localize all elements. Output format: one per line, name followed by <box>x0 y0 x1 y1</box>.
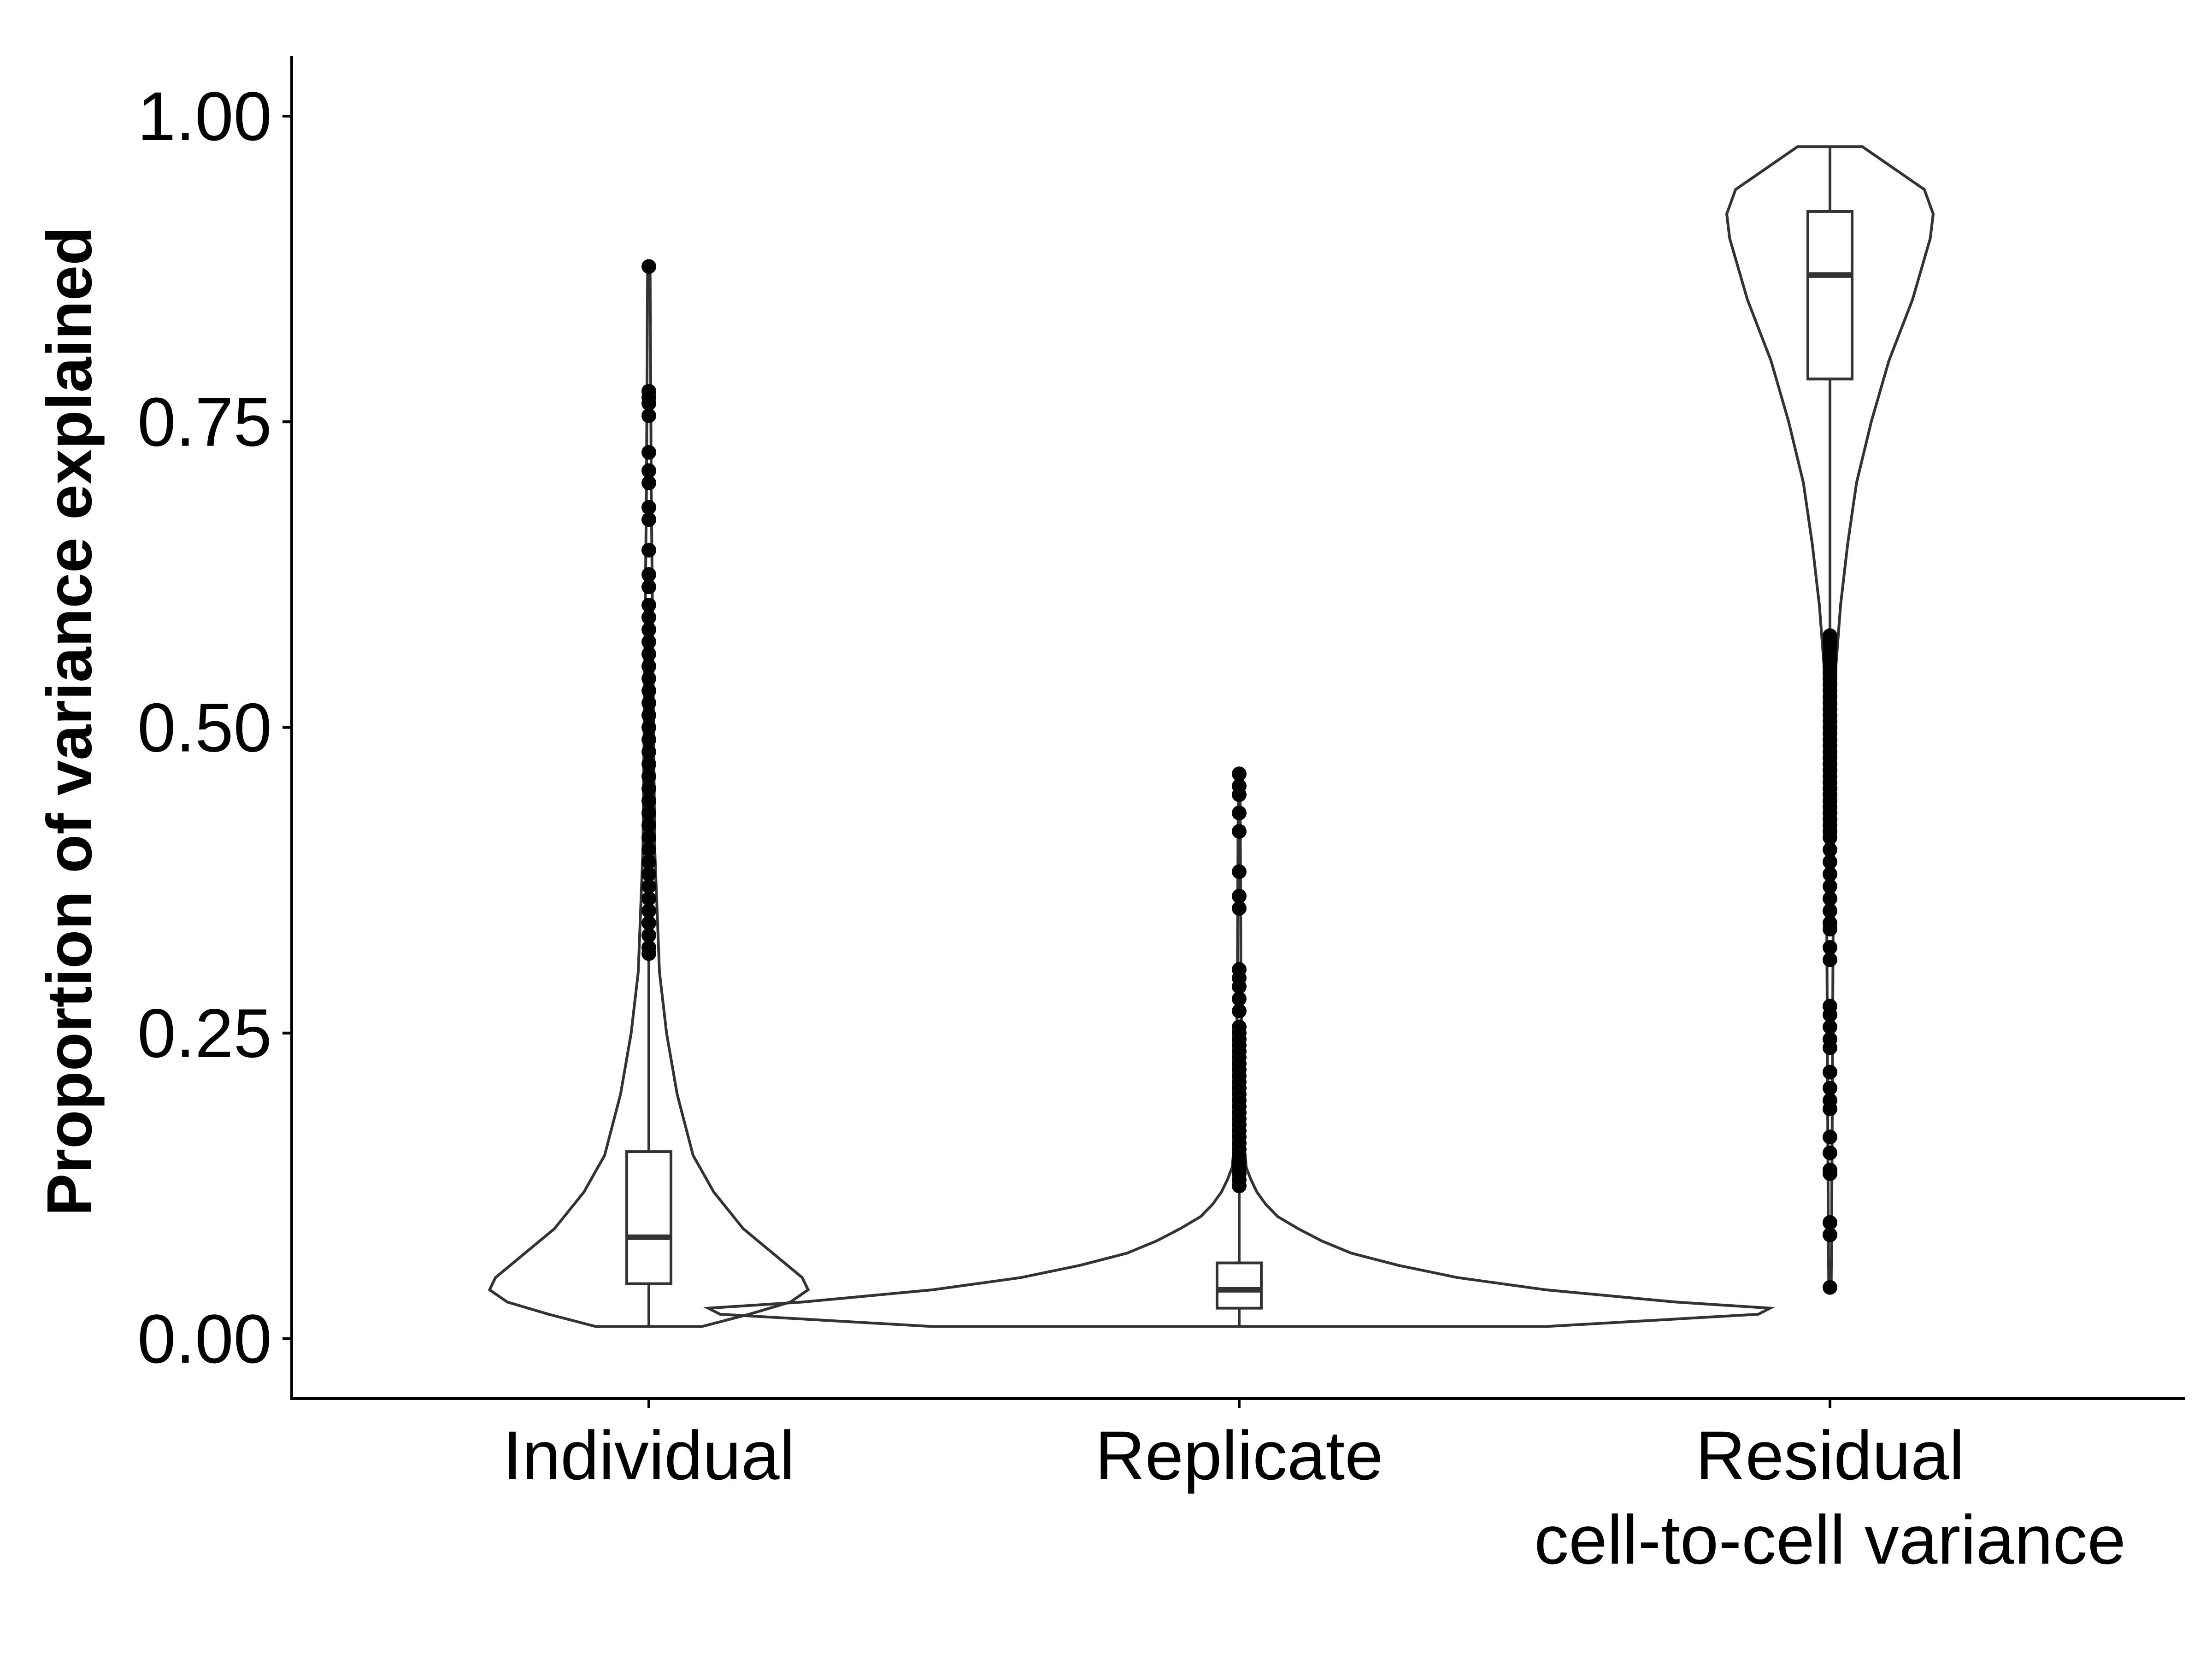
outlier-point <box>1823 1065 1837 1080</box>
outlier-point <box>641 500 656 515</box>
outlier-point <box>641 567 656 582</box>
outlier-point <box>1823 1166 1837 1181</box>
outlier-point <box>641 781 656 796</box>
box-iqr <box>625 1150 672 1285</box>
outlier-point <box>641 512 656 527</box>
outlier-point <box>1823 866 1837 882</box>
outlier-point <box>641 622 656 637</box>
outlier-point <box>1232 991 1247 1006</box>
outlier-point <box>1823 830 1837 845</box>
box-iqr <box>1216 1261 1263 1310</box>
x-tick-label: cell-to-cell variance <box>1534 1501 2126 1578</box>
outlier-point <box>1232 979 1247 994</box>
outlier-point <box>641 647 656 662</box>
x-tick-label: Replicate <box>1095 1417 1383 1494</box>
outlier-point <box>641 842 656 857</box>
outlier-point <box>1823 903 1837 918</box>
outlier-point <box>641 598 656 613</box>
outlier-point <box>1823 922 1837 937</box>
outlier-point <box>1823 940 1837 955</box>
outlier-point <box>1232 888 1247 904</box>
outlier-point <box>641 946 656 961</box>
outlier-point <box>1232 864 1247 879</box>
outlier-point <box>641 671 656 686</box>
outlier-point <box>1823 1101 1837 1117</box>
outlier-point <box>641 475 656 490</box>
outlier-point <box>641 732 656 747</box>
outlier-point <box>1823 1227 1837 1242</box>
y-tick-label: 0.25 <box>137 994 272 1072</box>
outlier-point <box>641 903 656 918</box>
outlier-point <box>641 542 656 558</box>
outlier-point <box>1232 766 1247 782</box>
outlier-point <box>641 634 656 649</box>
outlier-point <box>641 445 656 460</box>
outlier-point <box>1823 854 1837 870</box>
outlier-point <box>1232 824 1247 839</box>
outlier-point <box>1823 1040 1837 1055</box>
outlier-point <box>1232 806 1247 821</box>
outlier-point <box>1823 842 1837 857</box>
y-tick-label: 0.00 <box>137 1300 272 1377</box>
outlier-point <box>1232 787 1247 802</box>
box-iqr <box>1806 210 1853 381</box>
outlier-point <box>641 928 656 943</box>
plot-area <box>488 145 1935 1328</box>
outlier-point <box>641 891 656 906</box>
x-tick-label: Individual <box>503 1417 795 1494</box>
outlier-point <box>641 695 656 711</box>
y-tick-label: 0.75 <box>137 383 272 460</box>
x-tick-label: Residual <box>1695 1417 1965 1494</box>
outlier-point <box>641 659 656 674</box>
outlier-point <box>1823 1145 1837 1160</box>
outlier-point <box>1823 879 1837 894</box>
outlier-point <box>1823 952 1837 967</box>
outlier-point <box>1823 1007 1837 1022</box>
outlier-point <box>641 866 656 882</box>
outlier-point <box>1823 1280 1837 1295</box>
outlier-point <box>641 769 656 784</box>
outlier-point <box>641 396 656 411</box>
outlier-point <box>1823 1081 1837 1096</box>
outlier-point <box>1232 901 1247 916</box>
y-axis-label: Proportion of variance explained <box>34 226 105 1216</box>
y-tick-label: 1.00 <box>137 77 272 155</box>
outlier-point <box>641 708 656 723</box>
outlier-point <box>641 854 656 870</box>
outlier-point <box>1232 1178 1247 1194</box>
outlier-point <box>1232 1004 1247 1018</box>
outlier-point <box>641 720 656 735</box>
outlier-point <box>641 757 656 772</box>
outlier-point <box>641 916 656 930</box>
y-tick-label: 0.50 <box>137 689 272 766</box>
outlier-point <box>641 879 656 894</box>
y-axis-ticks: 0.00 0.25 0.50 0.75 1.00 <box>137 77 292 1377</box>
outlier-point <box>641 259 656 274</box>
outlier-point <box>641 463 656 478</box>
x-axis-ticks: Individual Replicate Residualcell-to-cell … <box>503 1399 2126 1578</box>
outlier-point <box>641 610 656 625</box>
outlier-point <box>641 683 656 698</box>
outlier-point <box>1823 891 1837 906</box>
outlier-point <box>1823 1019 1837 1035</box>
outlier-point <box>641 830 656 845</box>
outlier-point <box>641 579 656 594</box>
outlier-point <box>641 818 656 833</box>
outlier-point <box>1823 1215 1837 1230</box>
outlier-point <box>641 408 656 423</box>
outlier-point <box>1823 1130 1837 1145</box>
outlier-point <box>641 793 656 808</box>
outlier-point <box>641 744 656 759</box>
outlier-point <box>641 806 656 821</box>
